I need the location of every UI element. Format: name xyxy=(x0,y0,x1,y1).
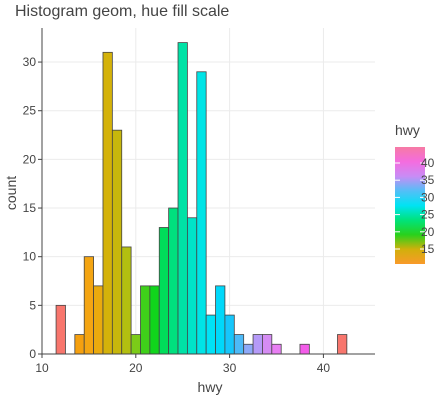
histogram-bar[interactable] xyxy=(205,314,216,355)
y-tick-label: 15 xyxy=(23,201,37,215)
histogram-bar[interactable] xyxy=(55,304,66,355)
y-axis-title: count xyxy=(3,176,19,210)
legend: hwy 40 35 30 25 20 15 xyxy=(395,122,435,264)
histogram-bar[interactable] xyxy=(252,334,263,355)
x-axis-title: hwy xyxy=(198,379,223,395)
x-tick-label: 30 xyxy=(223,361,237,375)
histogram-bar[interactable] xyxy=(102,51,113,355)
y-tick-label: 20 xyxy=(23,152,37,166)
histogram-bar[interactable] xyxy=(158,227,170,355)
histogram-bar[interactable] xyxy=(299,343,310,355)
x-tick-label: 20 xyxy=(129,361,143,375)
histogram-bar[interactable] xyxy=(196,71,207,355)
histogram-bar[interactable] xyxy=(74,334,85,355)
histogram-bar[interactable] xyxy=(177,42,188,355)
histogram-bar[interactable] xyxy=(111,129,123,355)
x-tick-label: 40 xyxy=(317,361,331,375)
legend-title: hwy xyxy=(395,122,420,138)
legend-tick-label: 15 xyxy=(421,242,435,256)
legend-colorbar xyxy=(395,147,425,264)
legend-tick-labels: 40 35 30 25 20 15 xyxy=(395,156,435,256)
histogram-bars xyxy=(55,42,348,355)
histogram-bar[interactable] xyxy=(186,217,198,355)
histogram-bar[interactable] xyxy=(224,314,235,355)
histogram-bar[interactable] xyxy=(121,246,132,355)
legend-tick-label: 30 xyxy=(421,190,435,204)
x-tick-labels: 10 20 30 40 xyxy=(35,354,330,375)
legend-tick-label: 25 xyxy=(421,208,435,222)
histogram-bar[interactable] xyxy=(168,207,179,355)
histogram-bar[interactable] xyxy=(262,334,273,355)
y-tick-labels: 0 5 10 15 20 25 30 xyxy=(23,55,42,361)
y-tick-label: 10 xyxy=(23,250,37,264)
histogram-bar[interactable] xyxy=(149,285,160,355)
x-tick-label: 10 xyxy=(35,361,49,375)
histogram-bar[interactable] xyxy=(93,285,104,355)
histogram-bar[interactable] xyxy=(233,334,245,355)
histogram-bar[interactable] xyxy=(243,343,254,355)
grid-lines xyxy=(41,28,375,354)
histogram-bar[interactable] xyxy=(83,256,94,355)
histogram-bar[interactable] xyxy=(130,334,141,355)
histogram-bar[interactable] xyxy=(140,285,151,355)
legend-tick-label: 20 xyxy=(421,225,435,239)
histogram-bar[interactable] xyxy=(215,285,226,355)
y-tick-label: 0 xyxy=(29,347,36,361)
axes xyxy=(41,28,375,355)
legend-tick-label: 35 xyxy=(421,173,435,187)
y-tick-label: 30 xyxy=(23,55,37,69)
y-tick-label: 25 xyxy=(23,104,37,118)
y-tick-label: 5 xyxy=(29,298,36,312)
chart-title: Histogram geom, hue fill scale xyxy=(15,3,229,20)
legend-tick-label: 40 xyxy=(421,156,435,170)
histogram-bar[interactable] xyxy=(337,334,348,355)
histogram-bar[interactable] xyxy=(271,343,282,355)
